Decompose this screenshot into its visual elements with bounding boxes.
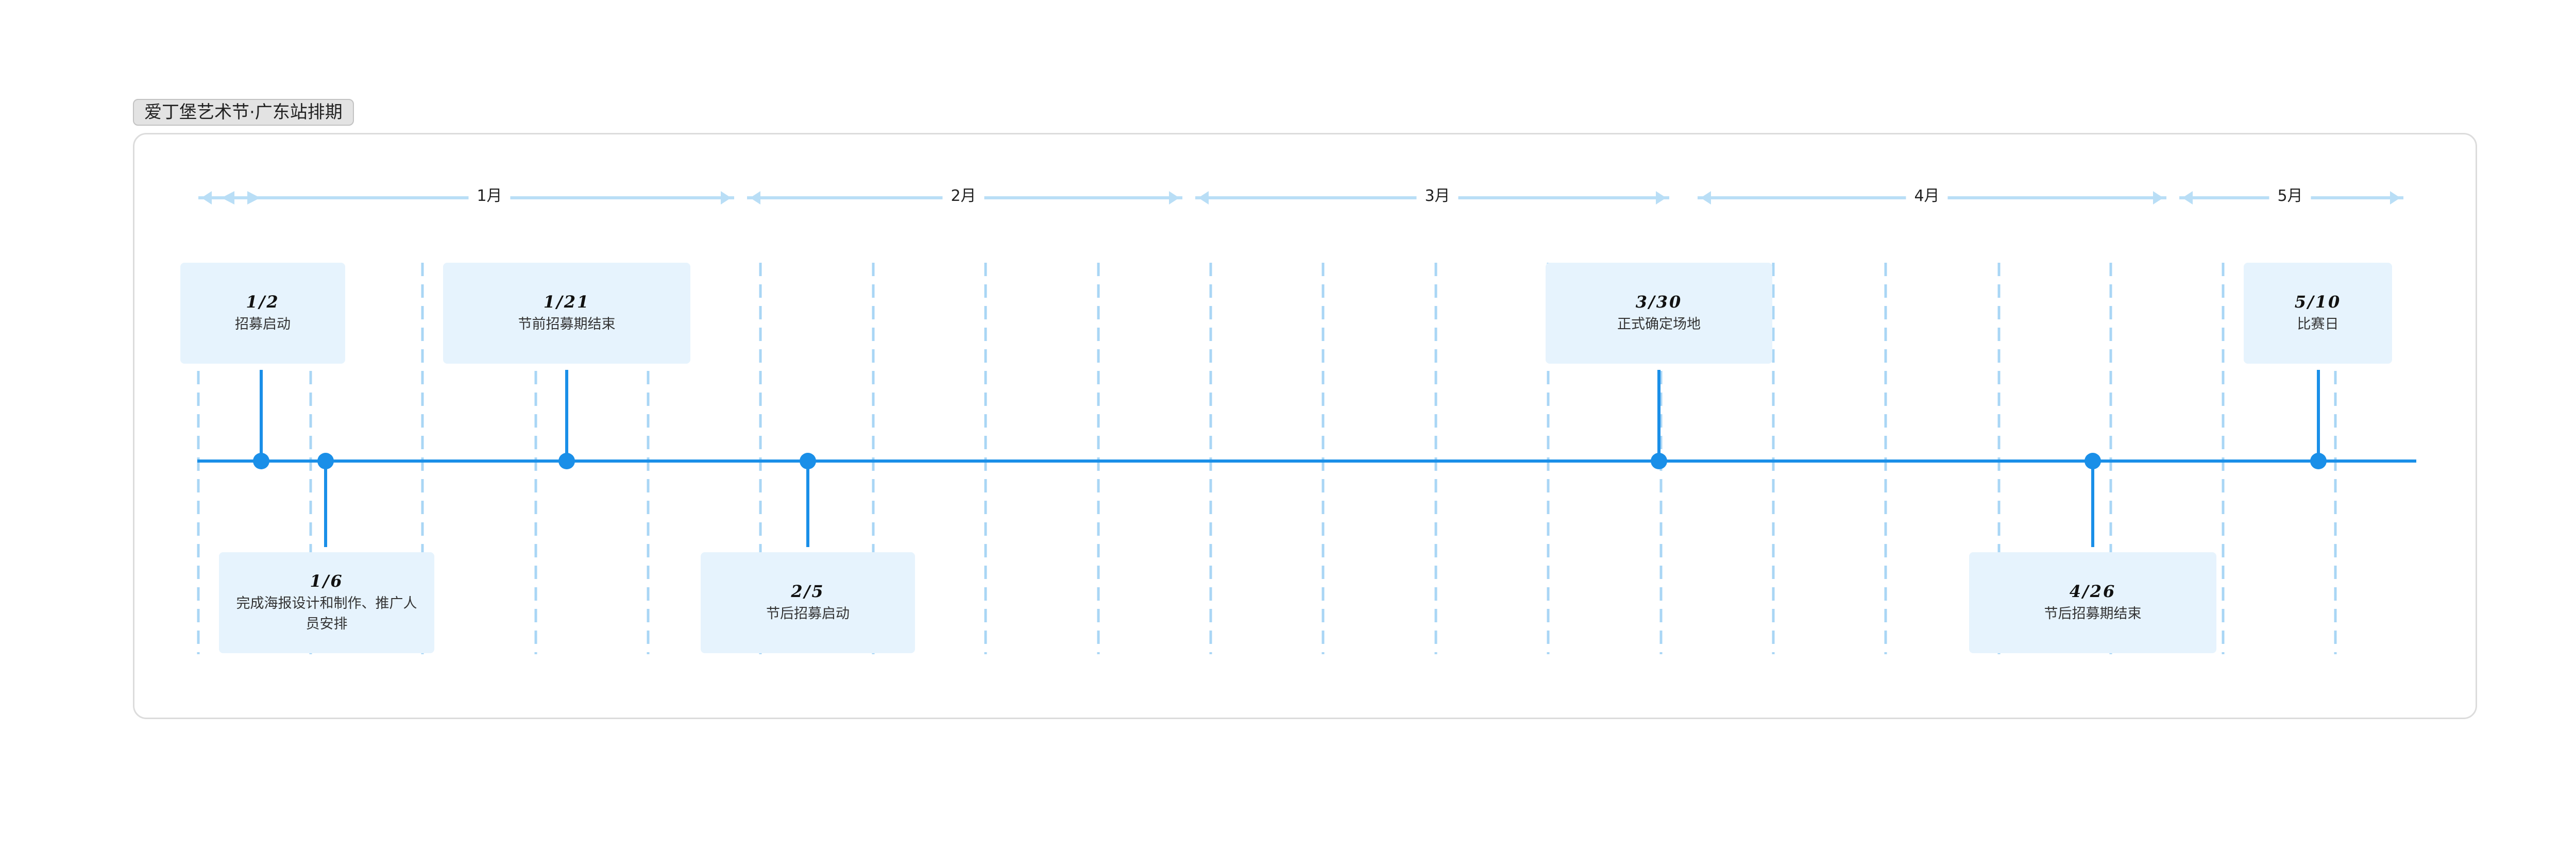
milestone-dot [2084,453,2101,469]
milestone-text: 招募启动 [235,316,291,332]
milestone-date: 5/10 [2294,292,2342,312]
milestone-card[interactable]: 3/30 正式确定场地 [1546,263,1772,364]
diagram-title: 爱丁堡艺术节·广东站排期 [133,99,354,126]
milestone-card[interactable]: 2/5 节后招募启动 [701,552,915,653]
month-band-arrow-left [1701,191,1711,205]
milestone-dot [1651,453,1667,469]
milestone-text: 比赛日 [2297,316,2339,332]
milestone-date: 1/6 [310,571,344,591]
milestone-card[interactable]: 1/21 节前招募期结束 [443,263,690,364]
month-band-arrow-left [2182,191,2193,205]
milestone-card[interactable]: 5/10 比赛日 [2244,263,2392,364]
milestone-card[interactable]: 4/26 节后招募期结束 [1969,552,2216,653]
month-label-mar: 3月 [1416,184,1459,209]
milestone-text: 节后招募启动 [766,606,850,622]
milestone-dot [253,453,269,469]
milestone-dot [800,453,816,469]
milestone-card[interactable]: 1/2 招募启动 [180,263,345,364]
milestone-text: 完成海报设计和制作、推广人员安排 [236,595,417,632]
milestone-date: 2/5 [791,582,825,601]
milestone-dot [317,453,334,469]
month-label-jan: 1月 [468,184,511,209]
month-label-may: 5月 [2269,184,2311,209]
milestone-text: 节前招募期结束 [518,316,616,332]
month-band-arrow-right [721,191,731,205]
month-label-apr: 4月 [1906,184,1948,209]
month-band-arrow-right [2390,191,2400,205]
month-band-arrow-right [1656,191,1666,205]
month-label-feb: 2月 [942,184,985,209]
milestone-dot [558,453,575,469]
milestone-date: 1/21 [543,292,590,312]
milestone-date: 3/30 [1635,292,1683,312]
month-band-arrow-right [247,191,260,205]
month-band-arrow-left [750,191,760,205]
milestone-text: 节后招募期结束 [2044,606,2142,622]
milestone-text: 正式确定场地 [1617,316,1701,332]
month-band-arrow-left [1198,191,1209,205]
milestone-date: 4/26 [2069,582,2116,601]
month-band-arrow-left [201,191,212,205]
milestone-card[interactable]: 1/6 完成海报设计和制作、推广人员安排 [219,552,434,653]
month-band-arrow-left [222,191,234,205]
month-band-arrow-right [1169,191,1179,205]
month-band-arrow-right [2153,191,2163,205]
milestone-date: 1/2 [246,292,280,312]
milestone-dot [2310,453,2327,469]
